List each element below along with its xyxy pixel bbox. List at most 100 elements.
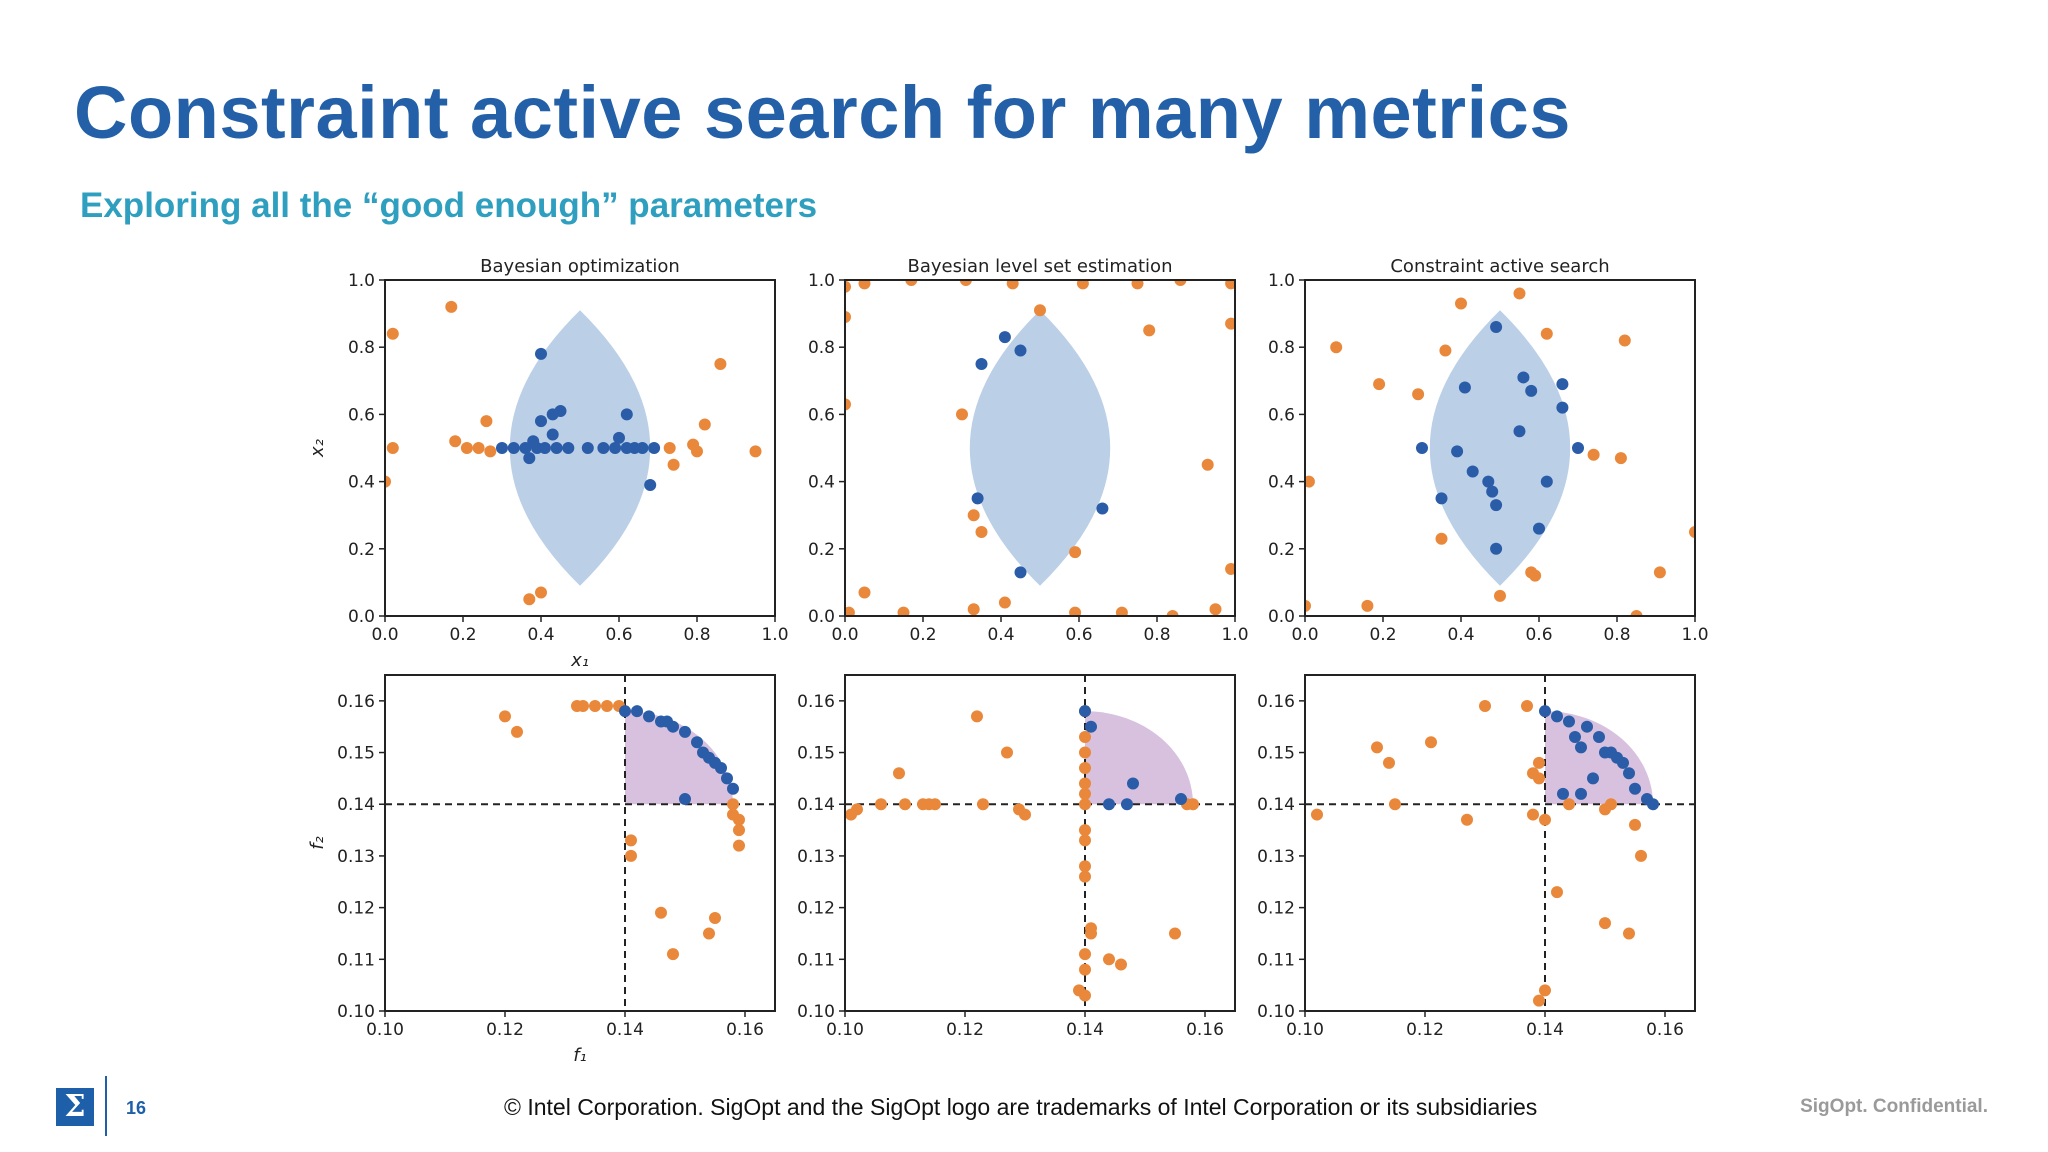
orange-point: [977, 798, 989, 811]
orange-point: [1131, 280, 1144, 290]
plot-frame: [384, 674, 776, 1012]
y-tick-label: 0.6: [808, 405, 835, 425]
y-tick-label: 0.10: [797, 1002, 835, 1022]
x-tick-label: 0.0: [371, 625, 398, 645]
blue-point: [535, 347, 547, 360]
orange-point: [703, 927, 715, 940]
chart-panel-3: 0.0 0.2 0.4 0.6 0.8 1.0 0.0 0.2 0.4 0.6 0.8 1.0 Cons…: [1268, 256, 1709, 645]
orange-point: [1079, 963, 1091, 976]
points-group: [1311, 700, 1659, 1007]
orange-point: [523, 593, 536, 606]
y-tick-label: 0.12: [1257, 899, 1295, 919]
y-tick-label: 0.8: [1268, 338, 1295, 358]
plot-title: Bayesian optimization: [480, 256, 680, 277]
x-tick-label: 0.10: [366, 1020, 404, 1040]
x-tick-label: 1.0: [761, 625, 788, 645]
orange-point: [893, 767, 905, 780]
blue-point: [975, 358, 988, 370]
orange-point: [1079, 731, 1091, 744]
y-tick-label: 0.6: [348, 405, 375, 425]
blue-point: [1490, 542, 1503, 555]
orange-point: [1563, 798, 1575, 811]
orange-point: [386, 442, 399, 454]
orange-point: [1019, 808, 1031, 821]
blue-point: [1517, 371, 1530, 384]
x-tick-label: 0.8: [683, 625, 710, 645]
orange-point: [1605, 798, 1617, 811]
blue-point: [1623, 767, 1635, 780]
orange-point: [1305, 475, 1315, 488]
blue-point: [550, 442, 563, 454]
orange-point: [1143, 324, 1156, 337]
chart-panel-2: 0.0 0.2 0.4 0.6 0.8 1.0 0.0 0.2 0.4 0.6 0.8 1.0 Baye…: [808, 256, 1249, 645]
orange-point: [851, 803, 863, 816]
orange-point: [1599, 917, 1611, 930]
orange-point: [1629, 818, 1641, 831]
orange-point: [1115, 606, 1128, 616]
blue-point: [1572, 442, 1584, 454]
orange-point: [1001, 746, 1013, 759]
x-tick-label: 0.12: [486, 1020, 524, 1040]
orange-point: [1079, 787, 1091, 800]
chart-panel-6: 0.10 0.12 0.14 0.16 0.10 0.11 0.12 0.13 0.14 0.15…: [1257, 674, 1696, 1040]
x-tick-label: 0.8: [1603, 625, 1630, 645]
blue-point: [1539, 705, 1551, 718]
orange-point: [1103, 953, 1115, 966]
orange-point: [1513, 287, 1526, 300]
x-tick-label: 0.10: [1286, 1020, 1324, 1040]
orange-point: [875, 798, 887, 811]
orange-point: [460, 442, 473, 454]
blue-point: [721, 772, 733, 785]
blue-point: [496, 442, 508, 454]
orange-point: [905, 280, 918, 286]
y-tick-label: 0.11: [797, 950, 835, 970]
orange-point: [1412, 388, 1425, 401]
blue-point: [1466, 465, 1479, 478]
y-tick-label: 0.2: [348, 540, 375, 560]
blue-point: [535, 415, 547, 428]
blue-point: [644, 478, 657, 491]
orange-point: [714, 358, 727, 370]
blue-point: [1587, 772, 1599, 785]
y-tick-label: 0.13: [797, 847, 835, 867]
blue-point: [631, 705, 643, 718]
y-tick-label: 0.10: [337, 1002, 375, 1022]
orange-point: [1587, 448, 1600, 461]
orange-point: [967, 509, 980, 522]
blue-point: [1416, 442, 1428, 454]
orange-point: [1494, 589, 1506, 602]
orange-point: [1527, 808, 1539, 821]
orange-point: [1461, 813, 1473, 826]
x-tick-label: 0.14: [1526, 1020, 1564, 1040]
plot-frame: [1304, 674, 1696, 1012]
orange-point: [1225, 280, 1235, 290]
y-tick-label: 0.16: [1257, 692, 1295, 712]
chart-panel-4: 0.10 0.12 0.14 0.16 0.10 0.11 0.12 0.13 0.14 0.15…: [307, 674, 776, 1066]
orange-point: [1521, 700, 1533, 713]
orange-point: [897, 606, 910, 616]
orange-point: [1371, 741, 1383, 754]
orange-point: [1305, 599, 1311, 612]
x-tick-label: 0.16: [726, 1020, 764, 1040]
blue-point: [1551, 710, 1563, 723]
orange-point: [975, 526, 988, 538]
orange-point: [899, 798, 911, 811]
orange-point: [480, 415, 493, 428]
y-tick-label: 1.0: [1268, 271, 1295, 291]
orange-point: [858, 586, 871, 599]
blue-point: [1575, 787, 1587, 800]
y-tick-label: 0.16: [797, 692, 835, 712]
blue-point: [1079, 705, 1091, 718]
orange-point: [845, 310, 851, 323]
orange-point: [1529, 569, 1542, 582]
blue-point: [1490, 321, 1503, 334]
blue-point: [620, 408, 633, 421]
blue-point: [546, 428, 559, 441]
orange-point: [1389, 798, 1401, 811]
blue-point: [562, 442, 575, 454]
blue-point: [1085, 720, 1097, 733]
blue-point: [1557, 787, 1569, 800]
orange-point: [1079, 860, 1091, 873]
blue-point: [523, 452, 536, 465]
blue-point: [1513, 425, 1526, 438]
